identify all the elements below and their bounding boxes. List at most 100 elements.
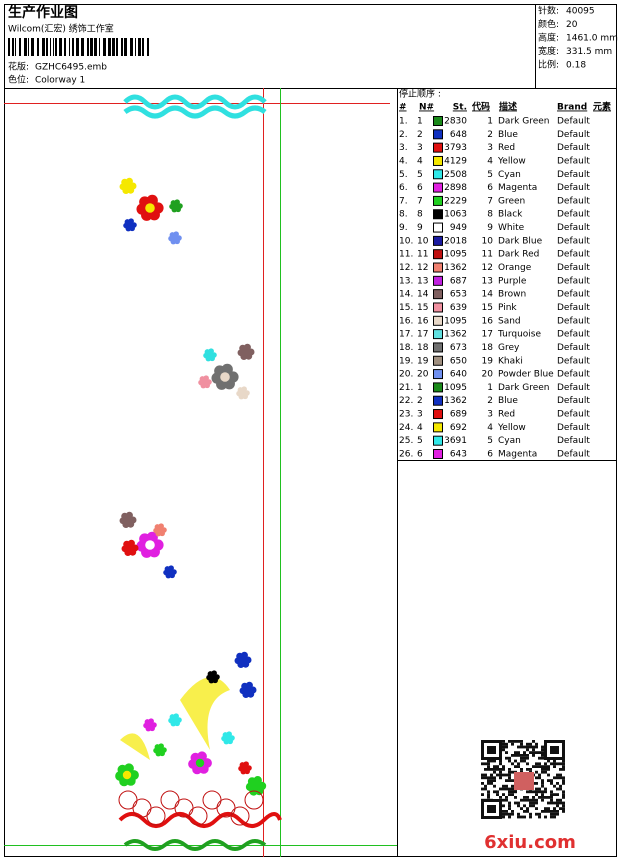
table-cell: 4. [399,156,408,166]
color-swatch [433,369,443,380]
spec-value: 1461.0 mm [566,34,618,44]
qr-cell [520,807,523,810]
qr-cell [562,759,565,763]
table-cell: 12 [417,263,428,273]
table-cell: 13 [482,276,493,286]
color-swatch [433,315,443,326]
qr-cell [538,796,541,799]
qr-cell [517,812,520,816]
qr-cell [487,796,490,799]
bar [24,38,27,56]
table-cell: Default [557,223,590,233]
petal [240,651,248,659]
qr-cell [499,773,502,777]
table-cell: 2 [487,130,493,140]
loop [244,790,264,810]
flower-center [145,203,155,213]
qr-cell [526,798,529,802]
table-cell: 1063 [444,210,467,220]
qr-cell [538,762,541,766]
qr-cell [511,740,514,743]
qr-cell [493,770,496,774]
qr-cell [556,782,559,785]
qr-cell [562,796,565,799]
qr-cell [529,751,532,754]
qr-cell [499,796,502,799]
column-header: Brand [557,103,587,113]
petal [243,343,251,351]
qr-cell [562,779,565,782]
table-cell: 648 [450,130,467,140]
qr-cell [559,784,562,788]
table-cell: 19 [417,356,429,366]
table-cell: 2 [487,396,493,406]
qr-cell [520,798,523,802]
qr-cell [526,756,529,760]
qr-cell [556,810,559,813]
color-swatch [433,355,443,366]
qr-cell [526,768,529,771]
color-swatch [433,449,443,459]
flower-center [240,657,246,663]
qr-cell [547,796,550,799]
qr-cell [484,768,487,771]
qr-cell [544,762,547,766]
table-cell: Purple [498,276,527,286]
qr-cell [517,762,520,766]
flower-center [195,758,205,768]
table-cell: 3 [487,410,493,420]
petal [168,565,174,571]
color-swatch [433,289,443,300]
bar [55,38,57,56]
qr-cell [490,776,493,780]
table-cell: Sand [498,316,521,326]
qr-cell [499,762,502,766]
qr-cell [538,751,541,754]
table-cell: 4 [417,423,423,433]
spec-value: 0.18 [566,61,586,71]
table-cell: 4129 [444,156,467,166]
table-cell: 18 [482,343,494,353]
qr-cell [508,815,511,819]
qr-cell [508,779,511,782]
qr-cell [556,787,559,791]
qr-cell [535,765,538,768]
table-cell: 26. [399,450,413,460]
qr-cell [526,762,529,766]
flower-center [242,765,248,771]
color-swatch [433,342,443,353]
qr-cell [541,751,544,754]
qr-cell [508,768,511,771]
qr-cell [502,745,505,749]
flower-center [245,687,251,693]
qr-code [481,740,565,819]
qr-cell [484,773,487,777]
flower-center [225,735,231,741]
flower-center [167,569,173,575]
qr-cell [514,759,517,763]
table-cell: 1. [399,117,408,127]
qr-cell [499,787,502,791]
flower-center [145,540,155,550]
qr-cell [481,776,484,780]
qr-cell [529,742,532,746]
qr-cell [502,787,505,791]
table-cell: 6 [417,183,423,193]
qr-cell [481,782,484,785]
flower-center [252,782,260,790]
qr-cell [538,773,541,777]
qr-cell [535,787,538,791]
qr-cell [541,782,544,785]
table-cell: Blue [498,130,518,140]
colorway: Colorway 1 [35,76,85,86]
table-cell: 10 [482,236,494,246]
table-cell: 4 [487,423,493,433]
qr-cell [493,765,496,768]
qr-cell [508,801,511,805]
petal [245,681,253,689]
table-cell: 1095 [444,383,467,393]
qr-cell [550,762,553,766]
qr-cell [511,770,514,774]
qr-cell [490,779,493,782]
table-cell: Red [498,410,515,420]
